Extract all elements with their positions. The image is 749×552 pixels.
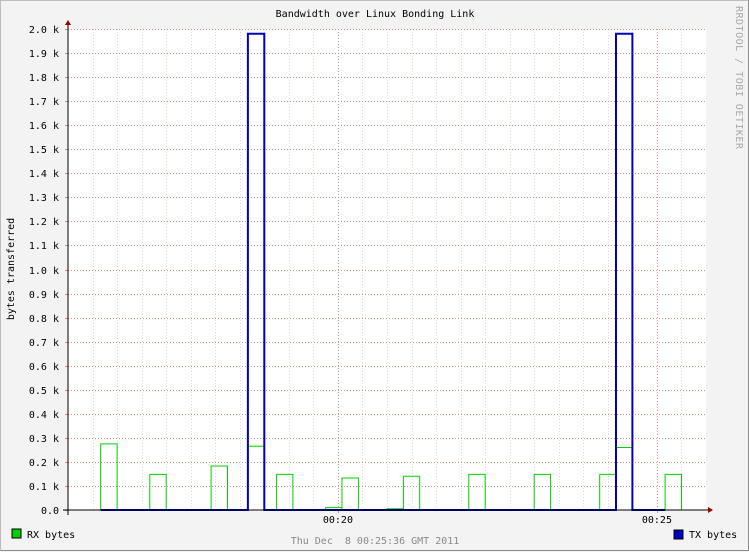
tx-legend-swatch-icon <box>674 530 683 539</box>
y-tick-label: 1.2 k <box>29 217 59 228</box>
y-tick-label: 1.4 k <box>29 169 59 180</box>
watermark: RRDTOOL / TOBI OETIKER <box>733 6 744 150</box>
y-tick-label: 0.4 k <box>29 410 59 421</box>
y-tick-label: 0.1 k <box>29 482 59 493</box>
y-axis-arrow-icon <box>65 20 71 25</box>
y-tick-label: 1.5 k <box>29 145 59 156</box>
y-tick-label: 1.1 k <box>29 241 59 252</box>
x-axis-arrow-icon <box>708 507 713 513</box>
y-ticks: 0.0 0.1 k 0.2 k 0.3 k 0.4 k 0.5 k 0.6 k 0.7 k 0.… <box>29 25 68 517</box>
y-tick-label: 0.5 k <box>29 386 59 397</box>
y-tick-label: 0.0 <box>41 506 59 517</box>
y-tick-label: 2.0 k <box>29 25 59 36</box>
y-tick-label: 0.8 k <box>29 314 59 325</box>
y-tick-label: 1.3 k <box>29 193 59 204</box>
chart-title: Bandwidth over Linux Bonding Link <box>276 9 475 20</box>
legend-rx: RX bytes <box>12 529 75 541</box>
y-tick-label: 1.8 k <box>29 73 59 84</box>
y-tick-label: 0.6 k <box>29 362 59 373</box>
x-tick-label: 00:25 <box>642 515 672 526</box>
rx-legend-label: RX bytes <box>27 530 75 541</box>
y-tick-label: 1.9 k <box>29 49 59 60</box>
timestamp-footer: Thu Dec 8 00:25:36 GMT 2011 <box>291 536 460 547</box>
x-tick-label: 00:20 <box>323 515 353 526</box>
y-tick-label: 0.3 k <box>29 434 59 445</box>
y-tick-label: 1.0 k <box>29 266 59 277</box>
legend-tx: TX bytes <box>674 530 737 541</box>
y-tick-label: 0.9 k <box>29 290 59 301</box>
y-tick-label: 1.6 k <box>29 121 59 132</box>
tx-legend-label: TX bytes <box>689 530 737 541</box>
y-tick-label: 1.7 k <box>29 97 59 108</box>
y-tick-label: 0.2 k <box>29 458 59 469</box>
y-tick-label: 0.7 k <box>29 338 59 349</box>
x-ticks: 00:20 00:25 <box>323 510 672 526</box>
rx-legend-swatch-icon <box>12 529 21 538</box>
y-axis-label: bytes transferred <box>6 218 17 320</box>
